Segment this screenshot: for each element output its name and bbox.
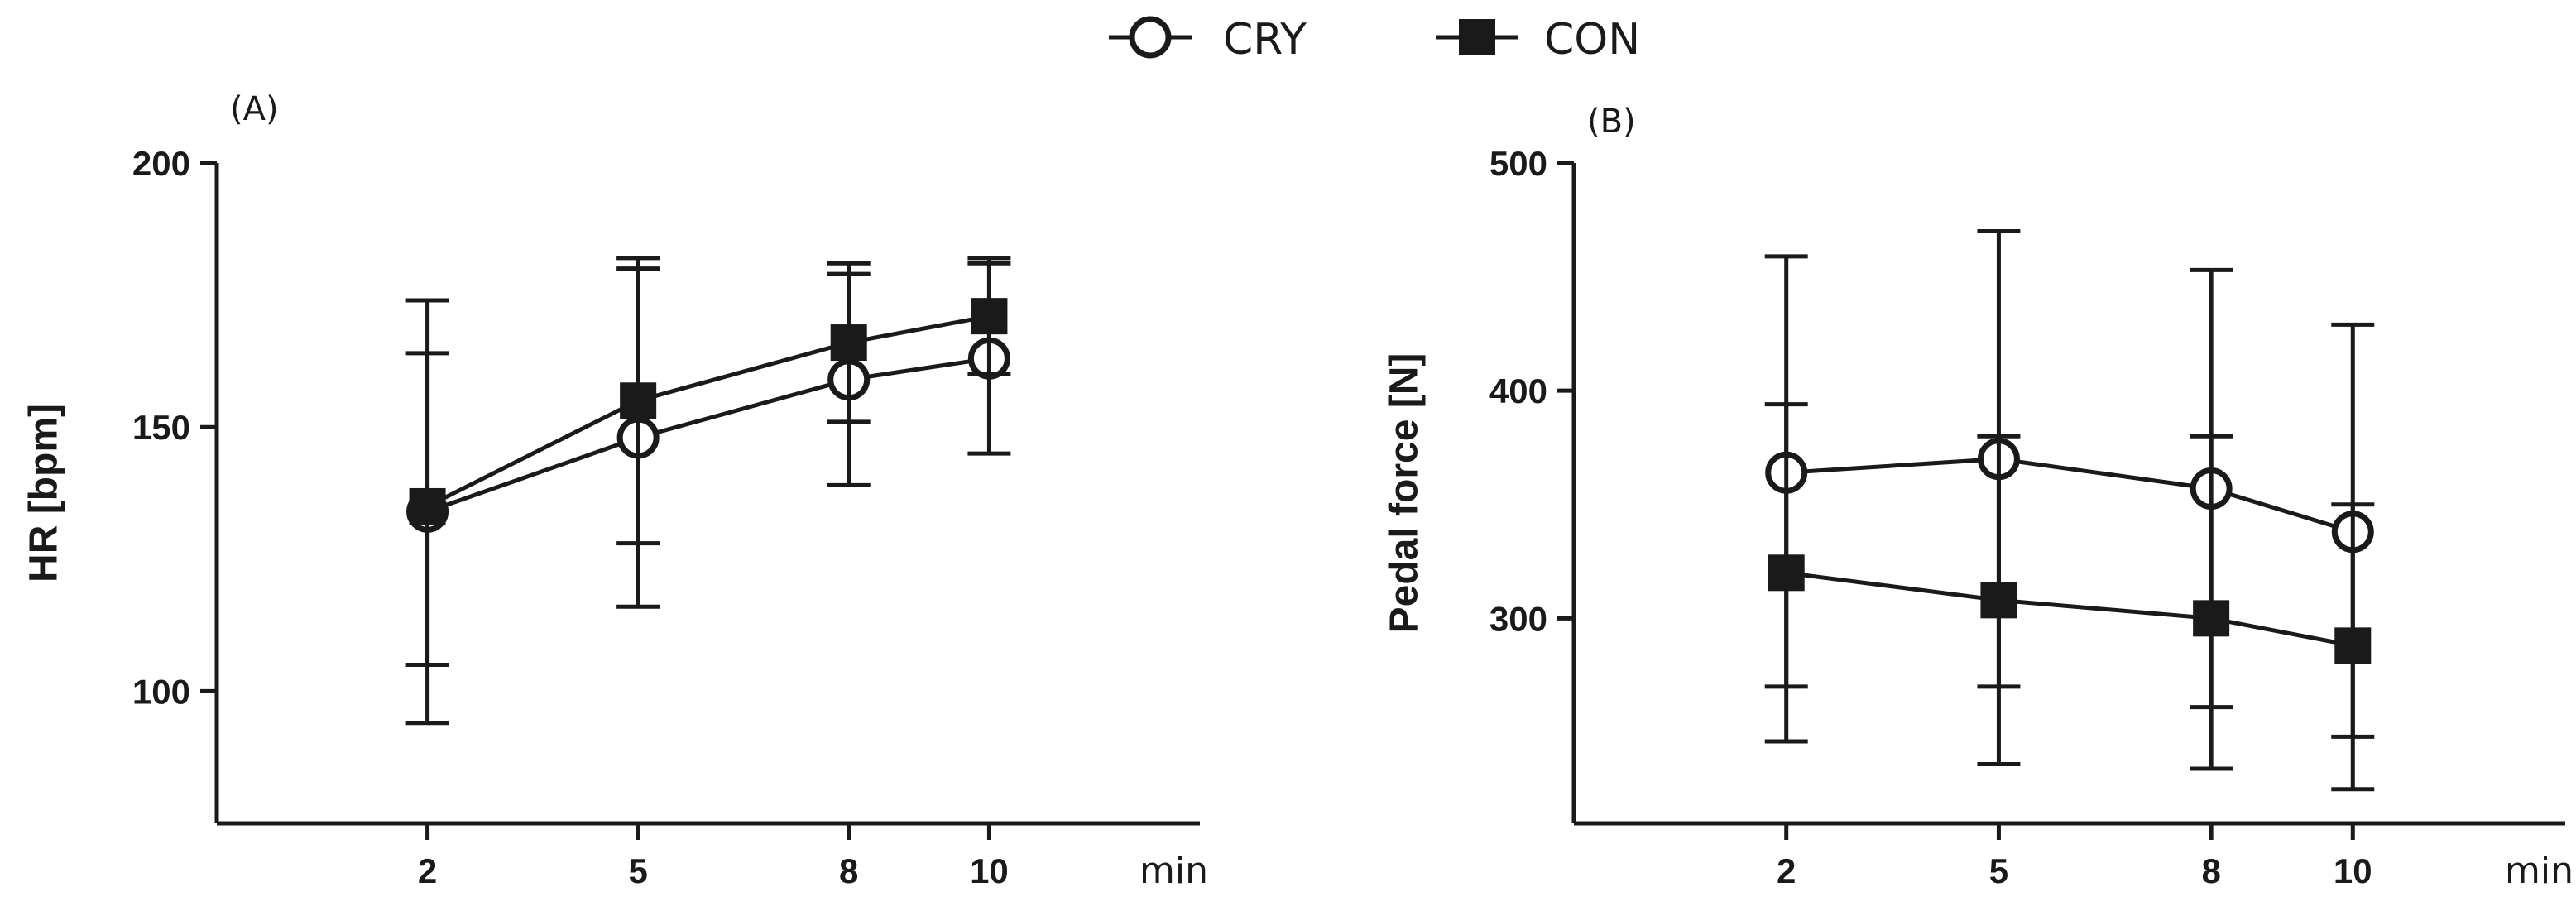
panel-label: (A) [230, 90, 279, 128]
legend: CRY CON [1109, 15, 1640, 65]
y-tick-label: 400 [1489, 372, 1547, 410]
legend-marker-con [1459, 19, 1495, 55]
y-tick-label: 200 [132, 144, 190, 183]
x-tick-label: 8 [839, 851, 858, 890]
data-point-con [971, 298, 1008, 335]
x-tick-label: 10 [2334, 851, 2372, 890]
legend-item-cry: CRY [1109, 15, 1307, 65]
x-tick-label: 2 [418, 851, 437, 890]
series-line-con [1786, 570, 2353, 648]
x-tick-label: 8 [2201, 851, 2220, 890]
series-line-cry [426, 356, 990, 514]
legend-label-con: CON [1544, 15, 1640, 65]
legend-item-con: CON [1436, 15, 1640, 65]
y-tick-label: 100 [132, 672, 190, 711]
series-con [405, 256, 1011, 726]
panel-a: 100 150 200 2 5 8 10 min (A) HR [bpm] [22, 90, 1208, 892]
data-point-con [409, 487, 446, 525]
series-con [1764, 402, 2375, 792]
y-axis-label: HR [bpm] [22, 404, 66, 582]
y-tick-label: 500 [1489, 144, 1547, 183]
series-cry [405, 261, 1011, 667]
y-tick-label: 300 [1489, 599, 1547, 638]
data-point-con [1768, 554, 1805, 592]
legend-marker-cry [1129, 16, 1172, 59]
data-point-con [830, 324, 867, 362]
x-tick-label: 2 [1777, 851, 1796, 890]
series-line-con [426, 314, 990, 509]
series-line-cry [1786, 457, 2354, 534]
x-axis-unit-label: min [1139, 850, 1208, 892]
data-point-con [1980, 582, 2017, 619]
panel-label: (B) [1587, 103, 1636, 141]
data-point-con [2334, 627, 2372, 664]
y-tick-label: 150 [132, 408, 190, 447]
legend-label-cry: CRY [1223, 15, 1307, 65]
y-axis-label: Pedal force [N] [1383, 353, 1427, 634]
x-axis-unit-label: min [2505, 850, 2574, 892]
series-cry [1764, 229, 2375, 739]
data-point-con [2193, 600, 2230, 637]
x-tick-label: 5 [1989, 851, 2008, 890]
x-tick-label: 5 [628, 851, 647, 890]
x-tick-label: 10 [970, 851, 1009, 890]
data-point-con [620, 382, 657, 419]
panel-b: 300 400 500 2 5 8 10 min (B) Pedal force [N] [1383, 103, 2574, 892]
